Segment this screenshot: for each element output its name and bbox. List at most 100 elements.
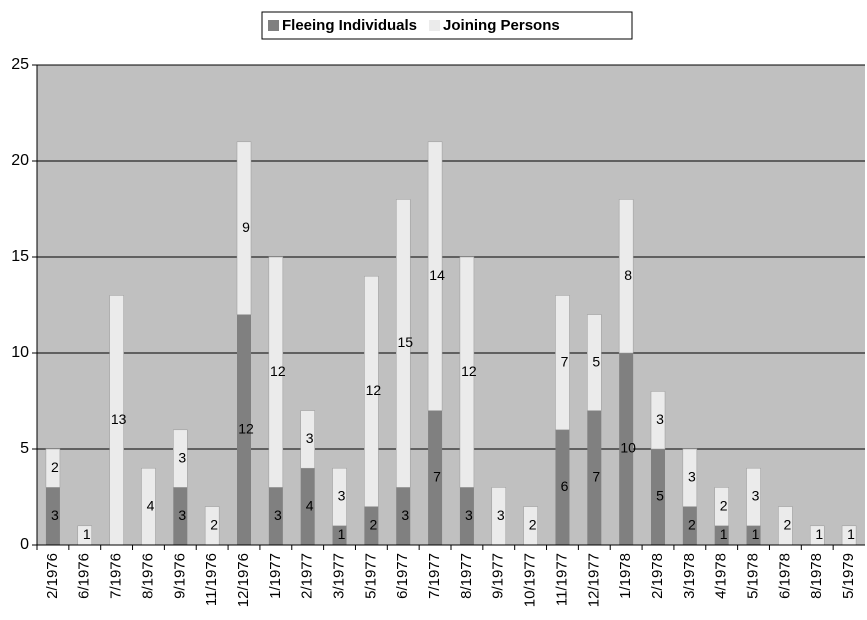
data-label: 1	[720, 526, 728, 542]
bar-segment	[396, 487, 411, 545]
data-label: 12	[366, 382, 382, 398]
data-label: 1	[338, 526, 346, 542]
x-tick-label: 5/1977	[362, 553, 379, 599]
data-label: 3	[688, 469, 696, 485]
x-tick-label: 5/1979	[840, 553, 857, 599]
bar-segment	[619, 353, 634, 545]
y-tick-label: 25	[11, 56, 29, 73]
bar-segment	[300, 468, 315, 545]
data-label: 3	[51, 507, 59, 523]
bar-segment	[173, 429, 188, 488]
x-tick-label: 6/1977	[394, 553, 411, 599]
x-tick-label: 11/1977	[553, 553, 570, 606]
data-label: 2	[783, 517, 791, 533]
bar-segment	[682, 506, 697, 545]
data-label: 7	[561, 353, 569, 369]
bar-segment	[587, 314, 602, 411]
y-tick-label: 15	[11, 248, 29, 265]
bar-segment	[268, 487, 283, 545]
legend-swatch	[268, 20, 279, 31]
y-tick-label: 20	[11, 152, 29, 169]
bar-segment	[650, 391, 666, 450]
bar-segment	[427, 141, 443, 411]
data-label: 6	[561, 478, 569, 494]
bar-segment	[395, 199, 411, 488]
bar-segment	[459, 256, 475, 488]
y-tick-label: 0	[20, 536, 29, 553]
data-label: 1	[815, 526, 823, 542]
data-label: 12	[461, 363, 477, 379]
x-tick-label: 6/1978	[776, 553, 793, 599]
legend-box	[261, 11, 633, 40]
legend-label: Fleeing Individuals	[282, 17, 417, 34]
x-tick-label: 2/1976	[44, 553, 61, 599]
data-label: 3	[497, 507, 505, 523]
y-tick-label: 5	[20, 440, 29, 457]
legend-swatch	[429, 20, 441, 31]
bar-segment	[618, 199, 634, 354]
y-tick-label: 10	[11, 344, 29, 361]
data-label: 3	[178, 449, 186, 465]
x-tick-label: 7/1976	[108, 553, 125, 599]
data-label: 12	[238, 421, 254, 437]
x-tick-label: 10/1977	[522, 553, 539, 607]
data-label: 3	[752, 488, 760, 504]
data-label: 3	[656, 411, 664, 427]
bar-segment	[555, 429, 570, 545]
data-label: 5	[656, 488, 664, 504]
x-tick-label: 9/1976	[171, 553, 188, 599]
bar-segment	[300, 410, 315, 469]
data-label: 13	[111, 411, 127, 427]
bar-segment	[364, 275, 379, 507]
data-label: 10	[620, 440, 636, 456]
bar-segment	[268, 256, 284, 488]
data-label: 9	[242, 219, 250, 235]
x-tick-label: 7/1977	[426, 553, 443, 599]
bar-segment	[651, 449, 665, 545]
plot-area	[37, 65, 865, 545]
data-label: 7	[433, 469, 441, 485]
bar-segment	[332, 467, 347, 527]
data-label: 7	[592, 469, 600, 485]
bar-segment	[173, 487, 188, 545]
data-label: 2	[51, 459, 59, 475]
bar-segment	[236, 141, 252, 315]
x-tick-label: 8/1978	[808, 553, 825, 599]
x-tick-label: 3/1978	[681, 553, 698, 599]
data-label: 1	[83, 526, 91, 542]
x-tick-label: 11/1976	[203, 553, 220, 606]
data-label: 1	[752, 526, 760, 542]
legend-label: Joining Persons	[443, 17, 560, 34]
bar-segment	[746, 525, 761, 545]
x-tick-label: 9/1977	[490, 553, 507, 599]
data-label: 3	[178, 507, 186, 523]
x-tick-label: 1/1977	[267, 553, 284, 599]
x-tick-label: 8/1976	[139, 553, 156, 599]
x-tick-label: 2/1977	[299, 553, 316, 599]
bar-segment	[459, 487, 474, 545]
data-label: 2	[369, 517, 377, 533]
bar-segment	[555, 295, 570, 431]
bar-segment	[237, 314, 251, 545]
x-tick-label: 12/1977	[585, 553, 602, 607]
bar-segment	[714, 487, 729, 527]
data-label: 4	[147, 497, 155, 513]
x-tick-label: 2/1978	[649, 553, 666, 599]
x-tick-label: 3/1977	[331, 553, 348, 599]
data-label: 3	[338, 488, 346, 504]
bar-segment	[364, 506, 379, 545]
x-tick-label: 5/1978	[745, 553, 762, 599]
data-label: 1	[847, 526, 855, 542]
bar-segment	[714, 525, 729, 545]
data-label: 3	[306, 430, 314, 446]
bar-segment	[428, 410, 443, 545]
data-label: 14	[429, 267, 445, 283]
x-tick-label: 1/1978	[617, 553, 634, 599]
x-tick-label: 12/1976	[235, 553, 252, 607]
bar-segment	[746, 467, 761, 527]
bar-segment	[45, 448, 61, 488]
bar-segment	[682, 448, 698, 507]
data-label: 2	[720, 497, 728, 513]
data-label: 2	[529, 517, 537, 533]
